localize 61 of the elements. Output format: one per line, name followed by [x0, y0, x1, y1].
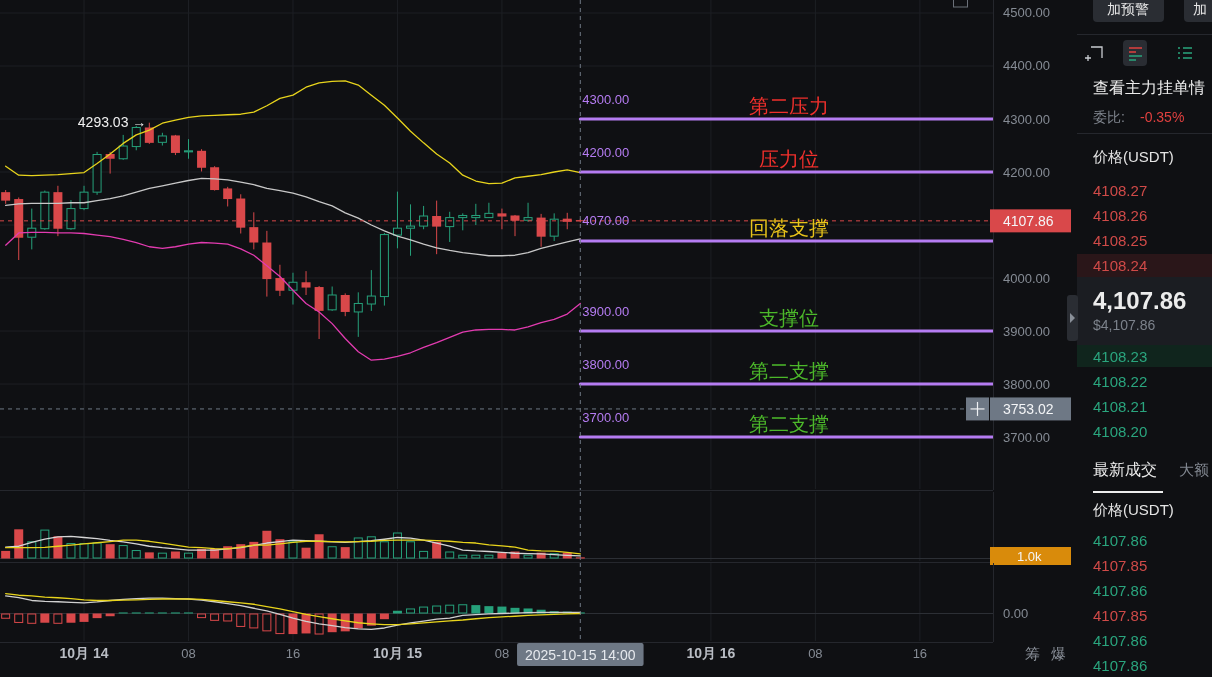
annotation: 4300.00: [582, 91, 630, 107]
y-tick-label: 4000.00: [1003, 270, 1050, 286]
annotation: 支撑位: [759, 307, 820, 330]
annotation: 第二支撑: [749, 360, 830, 383]
annotation: 价格(USDT): [1093, 500, 1174, 518]
annotation: 3700.00: [582, 409, 630, 425]
x-tick-label: 16: [285, 645, 301, 661]
x-tick-label: 08: [181, 645, 196, 661]
x-tick-label: 08: [808, 645, 823, 661]
annotation: 4108.21: [1093, 397, 1148, 415]
annotation: 4108.25: [1093, 231, 1148, 249]
y-tick-label: 4500.00: [1003, 5, 1050, 21]
annotation: 4107.86: [1093, 531, 1148, 549]
x-tick-label: 16: [912, 645, 928, 661]
annotation: 4107.86: [1093, 581, 1148, 599]
annotation: 筹: [1024, 644, 1040, 662]
x-tick-label: 08: [494, 645, 510, 661]
annotation: 1.0k: [1017, 548, 1042, 564]
y-tick-label: 4300.00: [1003, 111, 1050, 127]
annotation: 4070.00: [582, 213, 630, 229]
x-tick-label: 10月 15: [372, 645, 422, 661]
annotation: 大额: [1179, 460, 1209, 478]
annotation: 4108.23: [1093, 347, 1148, 365]
annotation: 价格(USDT): [1093, 147, 1174, 165]
annotation: 4108.20: [1093, 422, 1148, 440]
annotation: 4108.24: [1093, 256, 1148, 274]
annotation: 压力位: [759, 148, 820, 170]
y-tick-label: 3900.00: [1003, 323, 1050, 339]
annotation: 4107.85: [1093, 556, 1148, 574]
annotation: 4108.22: [1093, 372, 1148, 390]
x-tick-label: 10月 14: [59, 645, 109, 661]
annotation: 查看主力挂单情: [1093, 78, 1205, 96]
annotation: 4293.03 →: [77, 113, 147, 130]
annotation: 加预警: [1107, 1, 1149, 17]
annotation: 爆: [1050, 644, 1066, 662]
axis-tag-label: 2025-10-15 14:00: [525, 646, 636, 663]
axis-tag-label: 4107.86: [1003, 212, 1054, 229]
y-tick-label: 3800.00: [1003, 376, 1050, 392]
annotation: 最新成交: [1093, 460, 1157, 478]
annotation: 委比:: [1093, 109, 1125, 125]
annotation: 3800.00: [582, 356, 630, 372]
annotation: 第二支撑: [749, 413, 830, 436]
annotation: 4108.27: [1093, 181, 1148, 199]
annotation: 4107.85: [1093, 606, 1148, 624]
annotation: 第二压力: [749, 95, 830, 117]
annotation: 3900.00: [582, 303, 630, 319]
x-tick-label: 10月 16: [686, 645, 736, 661]
annotation: 4108.26: [1093, 206, 1148, 224]
annotation: 回落支撑: [749, 216, 830, 239]
annotation: 0.00: [1003, 606, 1029, 621]
annotation: 4107.86: [1093, 656, 1148, 674]
y-tick-label: 4200.00: [1003, 164, 1050, 180]
annotation: 加: [1193, 1, 1207, 17]
annotation: 4107.86: [1093, 631, 1148, 649]
annotation: 4,107.86: [1093, 286, 1187, 314]
axis-tag-label: 3753.02: [1003, 400, 1054, 417]
y-tick-label: 3700.00: [1003, 429, 1050, 445]
annotation: $4,107.86: [1093, 317, 1156, 333]
annotation: -0.35%: [1140, 109, 1185, 125]
y-tick-label: 4400.00: [1003, 58, 1050, 74]
annotation: 4200.00: [582, 144, 630, 160]
